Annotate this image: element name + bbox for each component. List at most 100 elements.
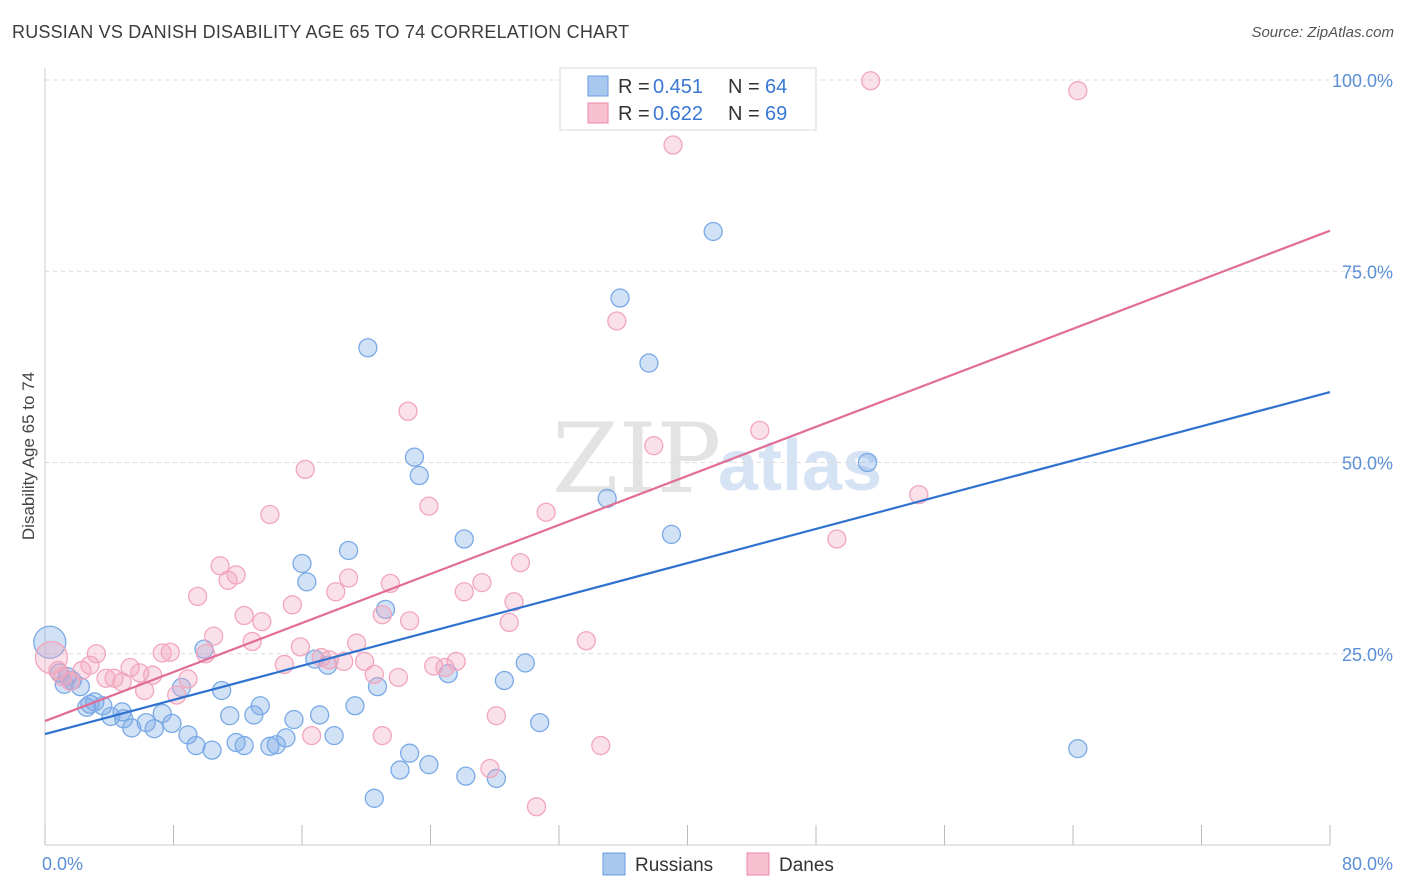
point-danes-7 [96,668,116,688]
point-danes-20 [204,626,224,646]
point-danes-62 [607,311,627,331]
point-russians-31 [297,572,317,592]
point-russians-13 [152,703,172,724]
trend-lines [44,229,1331,736]
point-danes-65 [750,420,770,441]
point-danes-40 [364,664,384,685]
point-russians-49 [456,766,476,786]
point-danes-27 [260,504,280,525]
point-russians-12 [144,719,164,739]
point-danes-32 [301,725,322,746]
point-russians-20 [212,680,232,701]
point-danes-56 [504,592,524,612]
legend-bottom-swatch-danes [746,852,770,876]
point-danes-45 [398,401,418,421]
point-russians-25 [250,696,270,716]
point-danes-67 [860,71,881,91]
y-tick-label-2: 50.0% [1342,454,1393,474]
point-danes-18 [187,586,208,607]
legend-n-value-russians: 64 [765,76,787,98]
point-danes-31 [295,459,315,480]
point-danes-23 [226,565,246,585]
point-russians-40 [367,676,388,697]
axes [44,68,1331,846]
x-tick-label-max: 80.0% [1342,854,1393,874]
legend-bottom-swatch-russians [602,852,626,876]
point-russians-16 [178,725,198,745]
legend-bottom: Russians Danes [602,852,834,876]
point-danes-53 [480,758,500,779]
legend-r-value-russians: 0.451 [653,76,703,98]
point-russians-17 [186,735,206,756]
point-russians-45 [409,465,429,486]
point-russians-44 [404,447,425,467]
y-tick-label-3: 75.0% [1342,262,1393,282]
point-danes-5 [80,655,100,675]
point-danes-63 [644,436,664,456]
x-tick-label-min: 0.0% [42,854,83,874]
chart-title: RUSSIAN VS DANISH DISABILITY AGE 65 TO 7… [12,22,630,42]
point-danes-15 [160,642,180,662]
point-russians-26 [260,736,280,756]
point-danes-24 [234,605,254,626]
point-danes-52 [472,572,492,593]
point-danes-10 [120,657,140,678]
point-russians-48 [454,529,474,549]
trend-line-russians [44,391,1331,736]
point-danes-44 [388,667,409,688]
legend-r-label-russians: R = [618,76,650,98]
point-russians-27 [266,735,286,755]
point-danes-59 [536,502,556,522]
point-russians-36 [338,540,359,561]
trend-line-danes [44,229,1331,723]
point-danes-49 [435,657,455,678]
point-russians-56 [639,353,659,373]
point-danes-26 [252,611,272,632]
point-russians-35 [324,725,344,746]
point-danes-30 [290,637,311,657]
point-danes-35 [326,582,346,602]
point-danes-69 [1068,81,1088,101]
legend-n-label-russians: N = [728,76,760,98]
point-russians-33 [310,705,330,725]
point-danes-61 [591,735,611,756]
point-russians-59 [857,452,878,473]
point-russians-43 [399,743,420,763]
point-russians-42 [390,760,410,780]
point-danes-39 [354,651,375,672]
watermark-atlas: atlas [718,426,882,506]
point-russians-53 [530,712,550,733]
point-russians-46 [419,755,439,775]
tick-labels: 25.0% 50.0% 75.0% 100.0% 0.0% 80.0% [42,71,1393,874]
point-danes-17 [178,669,198,689]
legend-n-value-danes: 69 [765,103,787,125]
point-russians-21 [220,706,240,726]
point-danes-13 [142,665,163,685]
point-danes-6 [86,644,107,664]
point-danes-51 [454,582,474,602]
point-russians-52 [515,653,535,673]
point-danes-55 [499,612,519,633]
point-danes-41 [372,605,392,625]
point-danes-14 [152,643,172,663]
point-russians-60 [1068,738,1088,759]
point-russians-30 [292,553,312,574]
point-russians-39 [364,788,384,808]
point-russians-55 [610,288,630,308]
gridlines [45,79,1392,655]
point-russians-58 [703,221,723,242]
point-danes-0 [34,640,69,675]
point-russians-14 [162,713,182,734]
y-tick-label-1: 25.0% [1342,645,1393,665]
point-danes-66 [827,529,847,549]
legend-bottom-label-danes: Danes [779,855,834,876]
point-danes-42 [372,725,392,746]
point-russians-19 [202,740,222,760]
point-russians-28 [276,728,296,748]
point-russians-10 [122,718,142,738]
legend-n-label-danes: N = [728,103,760,125]
legend-swatch-danes [587,102,609,124]
point-danes-37 [338,568,359,588]
point-russians-23 [234,735,254,756]
point-russians-37 [345,696,365,716]
